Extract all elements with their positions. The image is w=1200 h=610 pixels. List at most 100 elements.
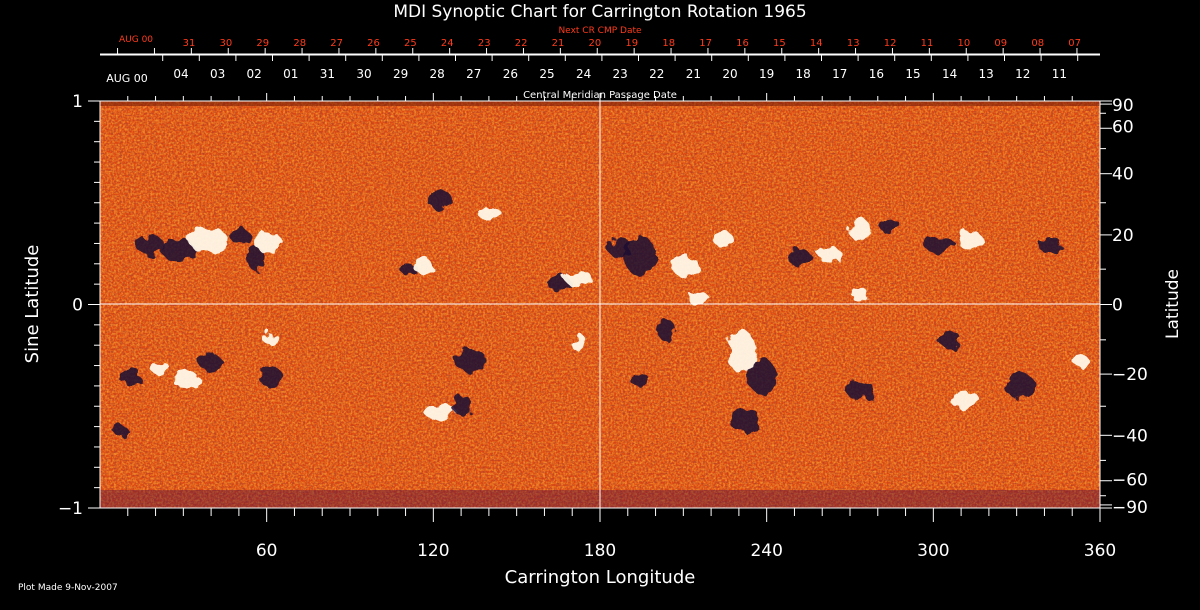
cmp-date-label: 25	[539, 67, 554, 81]
positive-region	[728, 330, 756, 374]
negative-region	[846, 380, 874, 400]
next-cr-date-label: 15	[773, 38, 786, 49]
cmp-date-label: 28	[430, 67, 445, 81]
negative-region	[1038, 237, 1062, 253]
y-left-tick-label: 1	[72, 92, 83, 112]
cmp-date-label: 16	[869, 67, 884, 81]
next-cr-date-label: 14	[810, 38, 823, 49]
positive-region	[574, 334, 586, 354]
negative-region	[1004, 374, 1036, 398]
y-left-tick-label: 0	[72, 296, 83, 316]
negative-region	[938, 332, 962, 348]
cmp-date-label: 31	[320, 67, 335, 81]
negative-region	[428, 190, 452, 210]
negative-region	[748, 358, 776, 394]
cmp-date-label: 23	[613, 67, 628, 81]
positive-region	[850, 218, 870, 242]
cmp-date-label: 19	[759, 67, 774, 81]
positive-region	[150, 362, 170, 374]
negative-region	[230, 228, 250, 244]
y-right-tick-label: 90	[1112, 96, 1134, 116]
next-cr-date-label: 22	[515, 38, 528, 49]
negative-region	[788, 250, 812, 266]
negative-region	[880, 218, 900, 234]
positive-region	[424, 404, 456, 420]
cmp-date-label: 22	[649, 67, 664, 81]
cmp-date-label: 15	[905, 67, 920, 81]
cmp-date-label: 17	[832, 67, 847, 81]
positive-region	[188, 228, 228, 252]
positive-region	[818, 247, 842, 263]
y-right-tick-label: 0	[1112, 296, 1123, 316]
next-cr-date-label: 26	[367, 38, 380, 49]
next-cr-date-label: 11	[921, 38, 934, 49]
positive-region	[262, 332, 278, 344]
next-cr-date-label: 20	[589, 38, 602, 49]
cmp-date-label: 12	[1015, 67, 1030, 81]
positive-region	[958, 230, 982, 250]
x-tick-label: 300	[917, 541, 949, 561]
cmp-start-label: AUG 00	[106, 72, 148, 85]
y-left-tick-label: −1	[58, 499, 83, 519]
next-cr-date-label: 23	[478, 38, 491, 49]
positive-region	[852, 287, 868, 303]
cmp-date-label: 18	[796, 67, 811, 81]
positive-region	[564, 270, 592, 286]
y-right-tick-label: −60	[1112, 471, 1148, 491]
next-cr-date-label: 28	[293, 38, 306, 49]
next-cr-date-label: 08	[1031, 38, 1044, 49]
cmp-date-label: 04	[173, 67, 188, 81]
next-cr-date-label: 29	[256, 38, 269, 49]
positive-region	[412, 257, 432, 273]
negative-region	[924, 237, 956, 253]
negative-region	[630, 374, 650, 386]
positive-region	[478, 208, 502, 220]
x-tick-label: 60	[256, 541, 278, 561]
next-cr-date-label: 17	[699, 38, 712, 49]
next-cr-date-label: 21	[552, 38, 565, 49]
next-cr-date-label: 24	[441, 38, 454, 49]
next-cr-date-label: 19	[625, 38, 638, 49]
next-cr-date-label: 31	[183, 38, 196, 49]
x-tick-label: 120	[417, 541, 449, 561]
x-axis: 60 120 180 240 300 360	[127, 93, 1116, 561]
negative-region	[136, 235, 164, 255]
y-right-tick-label: −90	[1112, 498, 1148, 518]
cmp-date-label: 11	[1052, 67, 1067, 81]
next-cr-axis-label: Next CR CMP Date	[558, 26, 642, 36]
cmp-date-label: 03	[210, 67, 225, 81]
cmp-date-label: 24	[576, 67, 591, 81]
negative-region	[118, 368, 142, 384]
negative-region	[162, 238, 194, 262]
cmp-date-label: 02	[247, 67, 262, 81]
cmp-date-ticks: 04 03 02 01 31 30 29 28 27 26 25 24 23 22 21 20 19 18 17 16…	[100, 54, 1100, 81]
positive-region	[690, 292, 710, 308]
x-tick-label: 360	[1084, 541, 1116, 561]
negative-region	[454, 348, 486, 372]
negative-region	[112, 426, 128, 434]
next-cr-date-label: 30	[220, 38, 233, 49]
y-axis-left: 1 0 −1	[58, 92, 100, 519]
negative-region	[198, 354, 222, 370]
next-cr-date-label: 18	[662, 38, 675, 49]
cmp-date-label: 01	[283, 67, 298, 81]
positive-region	[951, 390, 979, 410]
negative-region	[452, 395, 472, 415]
cmp-date-label: 13	[979, 67, 994, 81]
cmp-date-label: 14	[942, 67, 957, 81]
y-axis-left-label: Sine Latitude	[22, 245, 43, 364]
next-cr-date-label: 16	[736, 38, 749, 49]
y-right-tick-label: 40	[1112, 165, 1134, 185]
next-cr-date-label: 07	[1068, 38, 1081, 49]
next-cr-date-label: 12	[884, 38, 897, 49]
positive-region	[1072, 354, 1088, 366]
x-tick-label: 240	[750, 541, 782, 561]
chart-title: MDI Synoptic Chart for Carrington Rotati…	[393, 2, 806, 22]
x-tick-label: 180	[584, 541, 616, 561]
next-cr-date-label: 13	[847, 38, 860, 49]
y-right-tick-label: −40	[1112, 426, 1148, 446]
positive-region	[712, 230, 732, 246]
cmp-date-label: 20	[722, 67, 737, 81]
